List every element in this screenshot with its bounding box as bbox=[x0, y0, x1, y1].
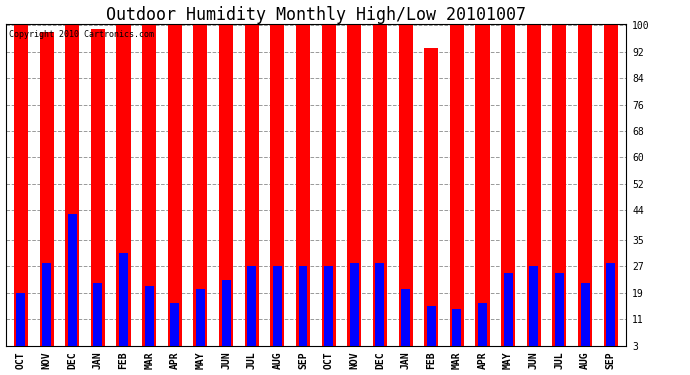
Bar bbox=[555, 273, 564, 356]
Bar bbox=[322, 26, 335, 355]
Bar bbox=[501, 26, 515, 355]
Bar bbox=[324, 266, 333, 356]
Bar bbox=[193, 26, 208, 355]
Bar bbox=[453, 309, 462, 356]
Bar bbox=[401, 290, 410, 356]
Bar bbox=[399, 26, 413, 355]
Bar bbox=[93, 283, 102, 356]
Bar bbox=[450, 26, 464, 355]
Bar bbox=[42, 263, 51, 356]
Bar bbox=[529, 266, 538, 356]
Title: Outdoor Humidity Monthly High/Low 20101007: Outdoor Humidity Monthly High/Low 201010… bbox=[106, 6, 526, 24]
Bar bbox=[273, 266, 282, 356]
Bar bbox=[221, 279, 230, 356]
Bar bbox=[375, 263, 384, 356]
Bar bbox=[142, 26, 156, 355]
Bar bbox=[196, 290, 205, 356]
Bar bbox=[504, 273, 513, 356]
Bar bbox=[119, 253, 128, 356]
Bar bbox=[14, 26, 28, 355]
Bar bbox=[424, 48, 438, 356]
Bar bbox=[245, 26, 259, 355]
Bar bbox=[347, 26, 362, 355]
Bar bbox=[17, 293, 26, 356]
Bar bbox=[553, 26, 566, 355]
Text: Copyright 2010 Cartronics.com: Copyright 2010 Cartronics.com bbox=[9, 30, 154, 39]
Bar bbox=[219, 26, 233, 355]
Bar bbox=[607, 263, 615, 356]
Bar bbox=[526, 26, 541, 355]
Bar bbox=[91, 28, 105, 356]
Bar bbox=[475, 26, 489, 355]
Bar bbox=[170, 303, 179, 355]
Bar bbox=[373, 26, 387, 355]
Bar bbox=[580, 283, 589, 356]
Bar bbox=[350, 263, 359, 356]
Bar bbox=[65, 26, 79, 355]
Bar bbox=[296, 26, 310, 355]
Bar bbox=[39, 32, 54, 356]
Bar bbox=[426, 306, 435, 356]
Bar bbox=[604, 26, 618, 355]
Bar bbox=[578, 26, 592, 355]
Bar bbox=[478, 303, 487, 355]
Bar bbox=[299, 266, 308, 356]
Bar bbox=[117, 26, 130, 355]
Bar bbox=[145, 286, 154, 356]
Bar bbox=[68, 213, 77, 356]
Bar bbox=[270, 26, 284, 355]
Bar bbox=[247, 266, 256, 356]
Bar bbox=[168, 26, 182, 355]
